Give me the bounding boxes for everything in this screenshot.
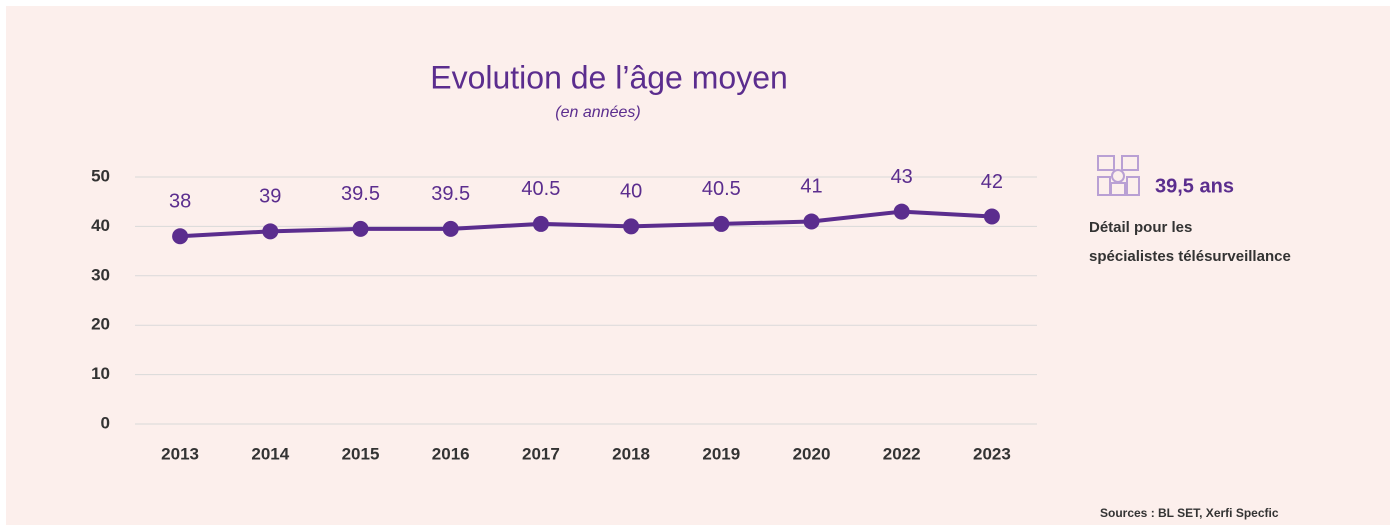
- icon: [1097, 155, 1140, 196]
- marker: [262, 223, 279, 240]
- value-label: 39: [259, 186, 281, 208]
- value-label: 39.5: [341, 183, 380, 205]
- value-label: 42: [981, 171, 1003, 193]
- value-label: 43: [891, 166, 913, 188]
- y-tick-label: 40: [91, 216, 110, 235]
- y-tick-label: 10: [91, 364, 110, 383]
- value-label: 41: [800, 176, 822, 198]
- x-tick-label: 2016: [432, 444, 470, 463]
- source: Sources : BL SET, Xerfi Specfic: [1100, 506, 1279, 520]
- marker: [803, 213, 820, 230]
- y-tick-label: 0: [101, 413, 110, 432]
- value-label: 40.5: [521, 178, 560, 200]
- marker: [532, 215, 549, 232]
- detail: spécialistes télésurveillance: [1089, 248, 1291, 265]
- marker: [713, 215, 730, 232]
- y-tick-label: 20: [91, 315, 110, 334]
- y-tick-label: 30: [91, 265, 110, 284]
- marker: [983, 208, 1000, 225]
- y-tick-label: 50: [91, 166, 110, 185]
- marker: [623, 218, 640, 235]
- x-tick-label: 2014: [251, 444, 289, 463]
- value-label: 39.5: [431, 183, 470, 205]
- marker: [442, 220, 459, 237]
- x-tick-label: 2017: [522, 444, 560, 463]
- chart-title: Evolution de l’âge moyen: [430, 59, 788, 95]
- value-label: 40.5: [702, 178, 741, 200]
- marker: [352, 220, 369, 237]
- x-tick-label: 2018: [612, 444, 650, 463]
- x-tick-label: 2015: [342, 444, 380, 463]
- detail: Détail pour les: [1089, 219, 1192, 236]
- x-tick-label: 2019: [702, 444, 740, 463]
- x-tick-label: 2013: [161, 444, 199, 463]
- value-label: 38: [169, 191, 191, 213]
- line: [179, 209, 993, 239]
- x-tick-label: 2023: [973, 444, 1011, 463]
- value-label: 40: [620, 181, 642, 203]
- background: [6, 6, 1390, 525]
- chart-subtitle: (en années): [555, 104, 640, 121]
- x-tick-label: 2020: [793, 444, 831, 463]
- headline: 39,5 ans: [1155, 175, 1234, 197]
- marker: [893, 203, 910, 220]
- x-tick-label: 2022: [883, 444, 921, 463]
- marker: [172, 228, 189, 245]
